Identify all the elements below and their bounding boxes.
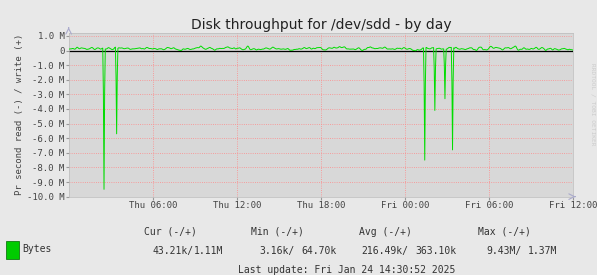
Text: Min (-/+): Min (-/+) [251,227,304,237]
Title: Disk throughput for /dev/sdd - by day: Disk throughput for /dev/sdd - by day [190,18,451,32]
Text: Max (-/+): Max (-/+) [478,227,531,237]
Y-axis label: Pr second read (-) / write (+): Pr second read (-) / write (+) [15,34,24,196]
Text: 3.16k/: 3.16k/ [260,246,295,256]
Text: 216.49k/: 216.49k/ [361,246,408,256]
Text: 1.11M: 1.11M [194,246,223,256]
Text: 1.37M: 1.37M [528,246,558,256]
Text: Last update: Fri Jan 24 14:30:52 2025: Last update: Fri Jan 24 14:30:52 2025 [238,265,455,274]
Text: 9.43M/: 9.43M/ [487,246,522,256]
Text: 363.10k: 363.10k [415,246,456,256]
Text: Cur (-/+): Cur (-/+) [144,227,196,237]
Text: 64.70k: 64.70k [301,246,337,256]
Text: Avg (-/+): Avg (-/+) [359,227,411,237]
Text: RRDTOOL / TOBI OETIKER: RRDTOOL / TOBI OETIKER [590,63,595,146]
Text: Bytes: Bytes [23,244,52,254]
Text: 43.21k/: 43.21k/ [152,246,193,256]
